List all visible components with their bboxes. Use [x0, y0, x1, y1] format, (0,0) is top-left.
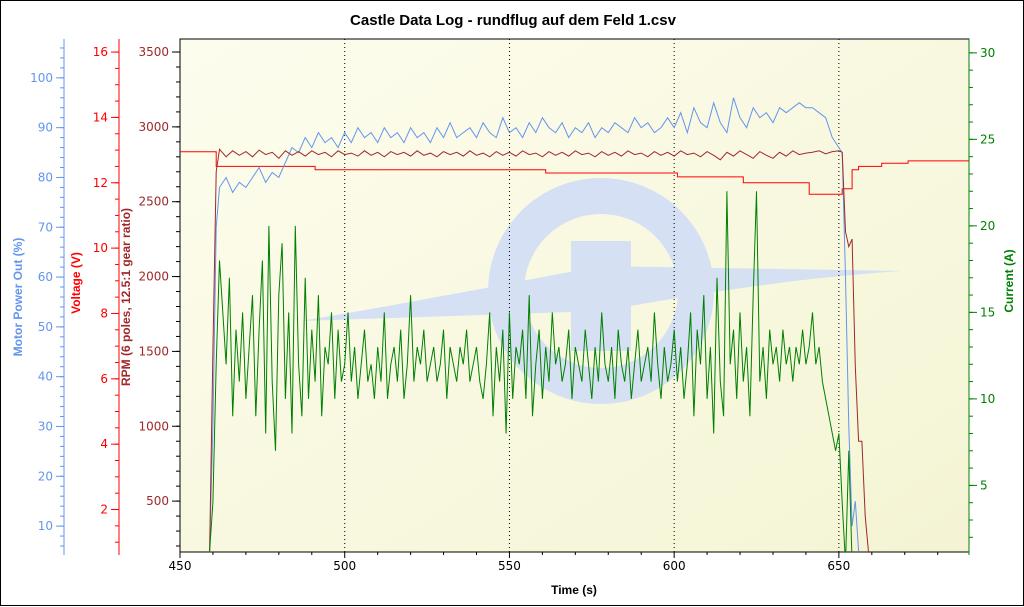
rpm-series-line — [209, 148, 869, 552]
x-tick-label: 550 — [498, 559, 521, 573]
x-tick-label: 450 — [169, 559, 192, 573]
motor-power-out-series-line — [209, 97, 860, 552]
rpm-tick-label: 3500 — [138, 45, 169, 59]
current-axis-title: Current (A) — [1002, 249, 1016, 312]
current-tick-label: 15 — [980, 305, 995, 319]
voltage-tick-label: 8 — [100, 306, 108, 320]
voltage-tick-label: 14 — [93, 110, 108, 124]
voltage-tick-label: 4 — [100, 437, 108, 451]
current-tick-label: 30 — [980, 46, 995, 60]
current-tick-label: 25 — [980, 132, 995, 146]
current-tick-label: 10 — [980, 392, 995, 406]
power-tick-label: 90 — [38, 121, 53, 135]
voltage-tick-label: 2 — [100, 503, 108, 517]
rpm-axis-title: RPM (6 poles, 12.5:1 gear ratio) — [119, 208, 133, 386]
rpm-tick-label: 1500 — [138, 344, 169, 358]
chart-title: Castle Data Log - rundflug auf dem Feld … — [350, 12, 677, 29]
x-tick-label: 600 — [663, 559, 686, 573]
power-tick-label: 20 — [38, 469, 53, 483]
power-tick-label: 60 — [38, 270, 53, 284]
voltage-tick-label: 10 — [93, 241, 108, 255]
voltage-tick-label: 6 — [100, 372, 108, 386]
power-tick-label: 80 — [38, 170, 53, 184]
power-tick-label: 100 — [30, 71, 53, 85]
power-tick-label: 30 — [38, 419, 53, 433]
voltage-series-line — [180, 151, 969, 195]
rpm-tick-label: 500 — [146, 494, 169, 508]
voltage-axis-title: Voltage (V) — [69, 252, 83, 314]
power-tick-label: 50 — [38, 320, 53, 334]
voltage-tick-label: 12 — [93, 176, 108, 190]
power-tick-label: 70 — [38, 220, 53, 234]
x-tick-label: 650 — [827, 559, 850, 573]
x-tick-label: 500 — [333, 559, 356, 573]
rpm-tick-label: 2500 — [138, 195, 169, 209]
rpm-tick-label: 3000 — [138, 120, 169, 134]
power-axis-title: Motor Power Out (%) — [11, 238, 25, 357]
rpm-tick-label: 2000 — [138, 270, 169, 284]
current-series-line — [209, 191, 853, 552]
voltage-tick-label: 16 — [93, 45, 108, 59]
power-tick-label: 40 — [38, 370, 53, 384]
x-axis-title: Time (s) — [551, 583, 597, 597]
rpm-tick-label: 1000 — [138, 419, 169, 433]
power-tick-label: 10 — [38, 519, 53, 533]
current-tick-label: 5 — [980, 478, 988, 492]
current-tick-label: 20 — [980, 219, 995, 233]
